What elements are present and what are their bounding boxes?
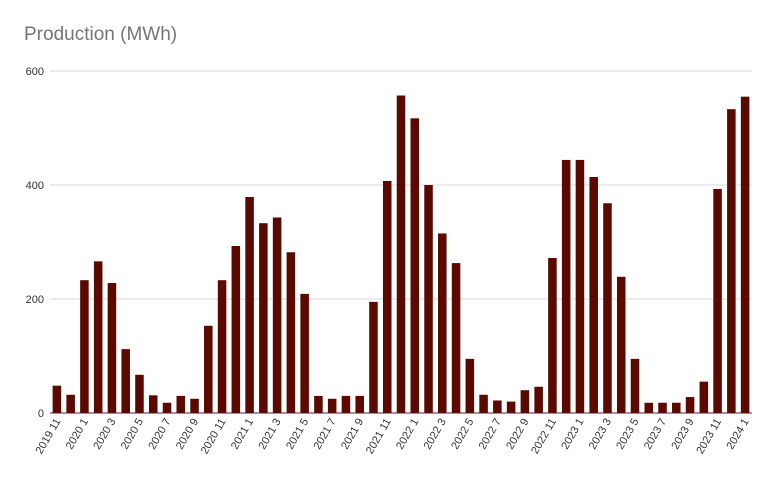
x-tick-label: 2021 5 [284, 417, 311, 452]
bar [740, 96, 750, 414]
x-tick-label: 2022 11 [529, 417, 559, 457]
chart-title: Production (MWh) [24, 24, 178, 45]
bar [575, 159, 585, 413]
bar [713, 188, 722, 413]
bar [300, 293, 309, 413]
x-tick-label: 2023 7 [642, 417, 669, 452]
x-tick-label: 2019 11 [34, 417, 64, 457]
x-axis-labels: 2019 11 2020 1 2020 3 2020 5 2020 7 2020 9202… [34, 416, 752, 456]
x-tick-label: 2022 5 [449, 417, 476, 452]
bar [672, 402, 681, 413]
bar [465, 358, 475, 413]
bar [658, 402, 667, 413]
bar [148, 395, 158, 413]
x-tick-label: 2020 3 [91, 417, 118, 452]
x-tick-label: 2022 9 [504, 417, 531, 452]
bar [259, 223, 268, 413]
bar [286, 252, 296, 413]
x-tick-label: 2022 7 [477, 416, 504, 451]
bar [217, 280, 227, 413]
bar [396, 95, 406, 413]
bar [727, 109, 736, 413]
bar [52, 385, 62, 413]
bar [493, 400, 502, 413]
bar [190, 398, 199, 413]
y-tick-label: 400 [26, 180, 44, 192]
bar [355, 395, 364, 413]
y-tick-label: 200 [26, 294, 44, 306]
x-tick-label: 2022 3 [422, 417, 449, 452]
bar [204, 325, 213, 413]
bar [162, 402, 172, 413]
bar [603, 203, 612, 413]
bar [451, 263, 461, 413]
bar [80, 280, 89, 413]
x-tick-label: 2020 1 [64, 417, 91, 452]
bar [424, 185, 433, 413]
bar [176, 395, 186, 413]
bar [506, 401, 516, 413]
bar [644, 402, 654, 413]
bar [272, 217, 282, 413]
x-tick-label: 2021 9 [339, 417, 366, 452]
x-tick-label: 2020 9 [174, 417, 201, 452]
x-tick-label: 2021 11 [364, 417, 394, 457]
y-tick-label: 600 [26, 66, 44, 78]
bar [66, 394, 75, 413]
x-tick-label: 2023 11 [694, 417, 724, 457]
bar [699, 381, 709, 413]
bar [107, 283, 117, 413]
bar [630, 358, 640, 413]
bar [314, 395, 323, 413]
bar [410, 118, 420, 413]
y-tick-label: 0 [38, 408, 44, 420]
bar [93, 261, 103, 413]
x-tick-label: 2023 1 [559, 417, 586, 452]
x-tick-label: 2020 5 [119, 417, 146, 452]
bar [327, 398, 337, 413]
bar [520, 390, 530, 413]
x-tick-label: 2023 5 [614, 417, 641, 452]
bar [245, 196, 254, 413]
bar [382, 181, 392, 413]
x-tick-label: 2021 3 [256, 417, 283, 452]
bar [479, 394, 488, 413]
bar [589, 177, 598, 413]
x-tick-label: 2021 1 [229, 417, 256, 452]
bar [685, 397, 695, 413]
y-axis-labels: 0 200 400 600 [26, 66, 44, 420]
bar [369, 301, 378, 413]
bar [561, 159, 571, 413]
bar [438, 233, 447, 413]
bar [121, 349, 130, 413]
bar [548, 257, 557, 413]
x-tick-label: 2024 1 [724, 417, 751, 452]
x-tick-label: 2023 9 [669, 417, 696, 452]
bar [135, 374, 144, 413]
x-tick-label: 2020 7 [146, 417, 173, 452]
x-tick-label: 2023 3 [587, 417, 614, 452]
bar [341, 395, 351, 413]
bars [52, 95, 750, 414]
x-tick-label: 2021 7 [312, 417, 339, 452]
bar [616, 276, 626, 413]
x-tick-label: 2022 1 [394, 417, 421, 452]
bar [534, 386, 543, 413]
x-tick-label: 2020 11 [199, 417, 229, 457]
bar [231, 245, 241, 413]
